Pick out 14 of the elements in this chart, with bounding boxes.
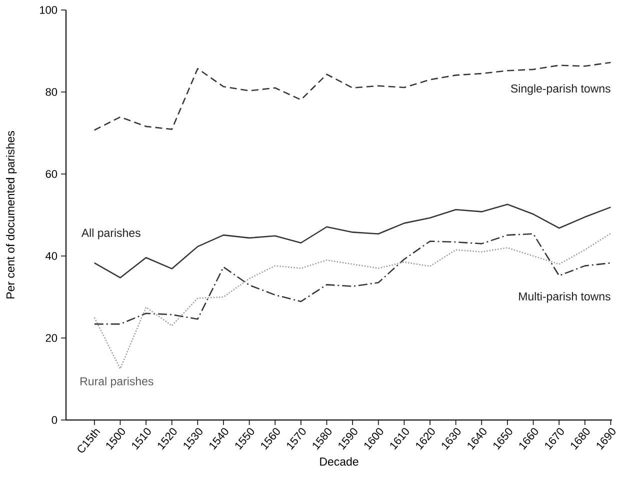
y-tick-label: 80 — [46, 88, 58, 96]
series-label: All parishes — [81, 228, 140, 240]
series-label: Multi-parish towns — [519, 292, 610, 303]
series-label: Rural parishes — [80, 376, 154, 388]
y-tick-label: 20 — [46, 334, 58, 342]
y-tick-label: 100 — [40, 6, 58, 14]
y-axis-title: Per cent of documented parishes — [6, 131, 17, 298]
y-tick-label: 40 — [46, 252, 58, 260]
x-axis-title: Decade — [320, 457, 358, 466]
y-tick-label: 60 — [46, 170, 58, 178]
line-series — [94, 62, 612, 131]
line-series — [94, 204, 612, 278]
series-label: Single-parish towns — [510, 84, 610, 95]
y-tick-label: 0 — [52, 416, 58, 424]
